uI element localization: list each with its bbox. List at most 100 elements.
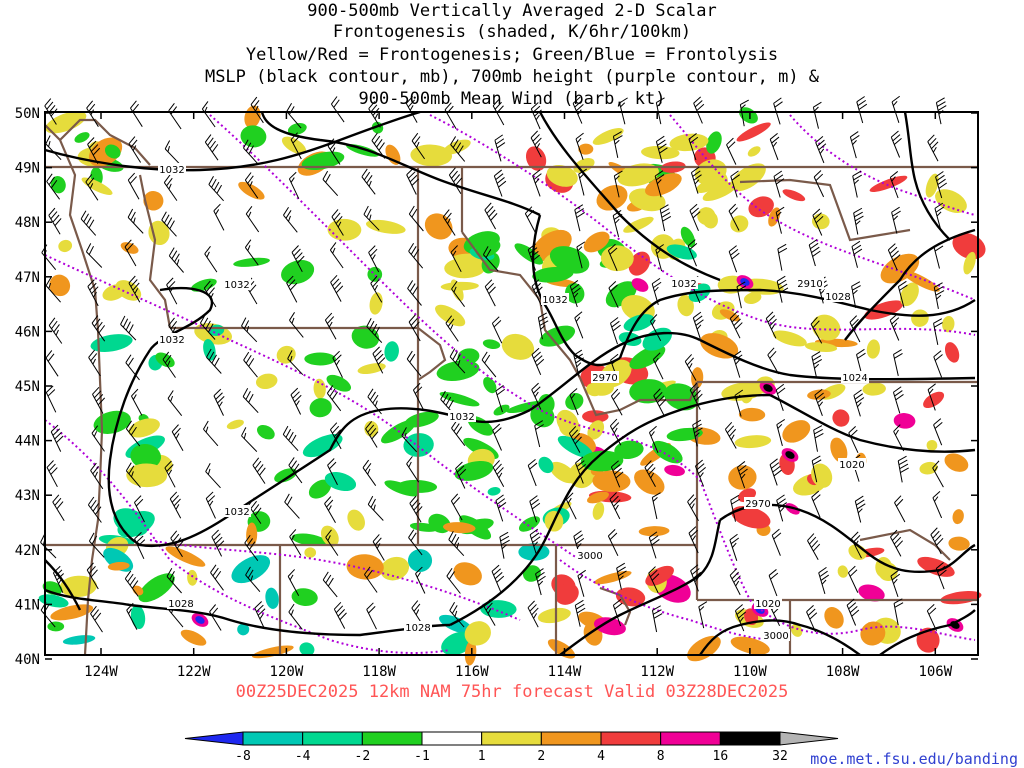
wind-barb	[327, 458, 338, 486]
wind-barb	[887, 243, 901, 271]
wind-barb	[241, 427, 258, 452]
wind-barb	[286, 103, 302, 129]
wind-barb	[324, 312, 337, 340]
frontogenesis-cell	[58, 239, 73, 253]
wind-barb	[245, 566, 261, 593]
wind-barb	[807, 533, 821, 561]
wind-barb	[450, 136, 466, 162]
frontogenesis-cell	[804, 342, 838, 352]
frontogenesis-cell	[309, 398, 332, 418]
frontogenesis-cell	[102, 284, 127, 301]
wind-barb	[655, 135, 668, 163]
wind-barb	[45, 277, 61, 303]
colorbar-swatch	[600, 731, 662, 746]
frontogenesis-cell	[645, 173, 682, 197]
wind-barb	[126, 602, 138, 630]
title-line-1: 900-500mb Vertically Averaged 2-D Scalar	[307, 1, 716, 21]
wind-barb	[162, 351, 176, 378]
frontogenesis-cell	[628, 251, 651, 276]
frontogenesis-cell	[62, 635, 96, 645]
wind-barb	[818, 566, 830, 595]
wind-barb	[534, 420, 544, 448]
frontogenesis-cell	[480, 600, 517, 618]
frontogenesis-cell	[900, 282, 919, 307]
wind-barb	[648, 566, 660, 594]
lat-tick-label: 42N	[15, 543, 40, 559]
height-contour	[44, 419, 451, 654]
wind-barb	[445, 315, 459, 342]
wind-barb	[811, 455, 822, 483]
frontogenesis-cell	[384, 341, 399, 362]
wind-barb	[607, 529, 619, 557]
frontogenesis-cell	[700, 333, 739, 359]
wind-barb	[401, 427, 418, 453]
svg-text:1032: 1032	[542, 295, 567, 306]
frontogenesis-cell	[180, 629, 207, 646]
wind-barb	[290, 387, 302, 415]
height-label: 2970	[591, 371, 619, 384]
wind-barb	[287, 350, 304, 376]
wind-barb	[92, 387, 106, 414]
frontogenesis-cell	[435, 304, 466, 327]
svg-text:1032: 1032	[224, 280, 249, 291]
wind-barb	[776, 275, 789, 303]
wind-barb	[204, 246, 218, 273]
wind-barb	[449, 602, 465, 628]
wind-barb	[495, 385, 506, 413]
wind-barb	[44, 98, 58, 125]
frontogenesis-cell	[830, 437, 848, 463]
frontogenesis-cell	[483, 377, 497, 394]
frontogenesis-cell	[128, 418, 160, 438]
frontogenesis-cell	[858, 584, 885, 602]
wind-barb	[531, 382, 542, 410]
frontogenesis-cell	[860, 621, 886, 646]
wind-barb	[166, 568, 182, 594]
frontogenesis-cell	[291, 588, 318, 607]
wind-barb	[578, 168, 587, 196]
wind-barbs	[40, 95, 947, 633]
wind-barb	[85, 174, 99, 201]
wind-barb	[208, 175, 224, 202]
wind-barb	[535, 568, 546, 596]
wind-barb	[244, 534, 259, 561]
wind-barb	[930, 527, 944, 555]
wind-barb	[495, 494, 507, 522]
frontogenesis-cell	[587, 420, 605, 440]
frontogenesis-cell	[664, 464, 685, 477]
frontogenesis-cell	[255, 373, 278, 390]
frontogenesis-cell	[942, 315, 955, 333]
wind-barb	[897, 280, 908, 308]
wind-barb	[531, 279, 543, 307]
frontogenesis-cell	[763, 384, 773, 392]
wind-barb	[773, 170, 785, 198]
wind-barb	[854, 495, 866, 523]
frontogenesis-cell	[824, 607, 844, 629]
colorbar-swatch	[302, 731, 363, 746]
frontogenesis-cell	[782, 189, 806, 202]
source-url[interactable]: moe.met.fsu.edu/banding	[810, 750, 1018, 768]
frontogenesis-cell	[238, 181, 265, 200]
lat-tick-label: 50N	[15, 106, 40, 122]
wind-barb	[892, 386, 904, 414]
wind-barb	[610, 460, 624, 488]
mslp-contour	[107, 349, 231, 548]
lon-tick-label: 110W	[733, 664, 767, 680]
wind-barb	[659, 204, 672, 232]
mslp-label: 1020	[838, 458, 866, 471]
wind-barb	[170, 530, 184, 558]
mslp-label: 1032	[158, 163, 186, 176]
frontogenesis-cell	[324, 472, 357, 492]
frontogenesis-cell	[629, 345, 666, 370]
wind-barb	[361, 168, 376, 195]
axis-ticks: 50N 49N 48N 47N 46N 45N 44N 43N 42N 41N 40N 124W 122…	[15, 106, 978, 680]
wind-barb	[446, 567, 461, 594]
wind-barb	[364, 566, 378, 593]
wind-barb	[893, 598, 904, 626]
wind-barb	[926, 603, 937, 632]
wind-barb	[651, 605, 663, 633]
wind-barb	[169, 491, 182, 519]
frontogenesis-cell	[410, 144, 453, 167]
svg-text:1032: 1032	[159, 335, 184, 346]
wind-barb	[933, 350, 943, 378]
height-label: 2970	[744, 497, 772, 510]
